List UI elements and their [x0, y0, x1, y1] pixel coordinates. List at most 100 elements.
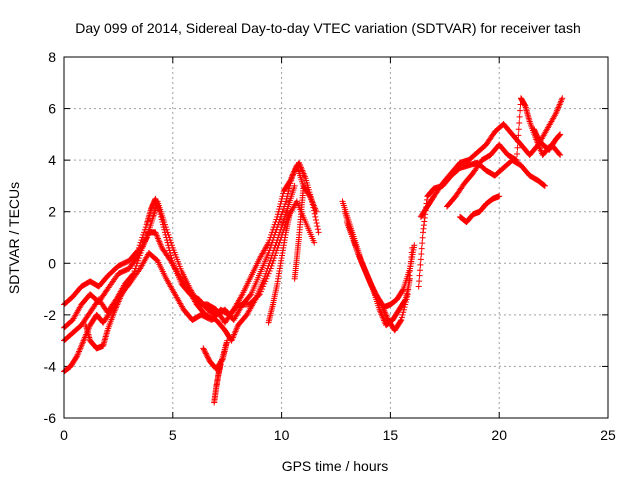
x-tick-label: 20 [491, 427, 507, 443]
y-tick-label: 4 [48, 152, 56, 168]
data-point [270, 257, 277, 264]
data-point [126, 278, 133, 285]
data-point [541, 182, 548, 189]
data-point [416, 267, 423, 274]
data-point [203, 351, 210, 358]
x-tick-label: 25 [600, 427, 616, 443]
chart-title: Day 099 of 2014, Sidereal Day-to-day VTE… [75, 20, 581, 36]
data-point [276, 203, 283, 210]
data-point [136, 242, 143, 249]
data-point [135, 255, 142, 262]
data-point [514, 150, 521, 157]
data-point [271, 221, 278, 228]
data-point [133, 262, 140, 269]
x-tick-label: 5 [169, 427, 177, 443]
data-point [516, 113, 523, 120]
data-point [202, 350, 209, 357]
data-point [315, 229, 322, 236]
data-point [73, 354, 80, 361]
data-point [311, 239, 318, 246]
data-point [138, 247, 145, 254]
series-track-f [200, 337, 231, 406]
data-point [260, 283, 267, 290]
data-point [247, 292, 254, 299]
data-point [200, 345, 207, 352]
data-point [418, 245, 425, 252]
data-point [418, 251, 425, 258]
data-point [265, 239, 272, 246]
data-point [268, 262, 275, 269]
data-point [272, 219, 279, 226]
data-point [272, 252, 279, 259]
data-point [515, 132, 522, 139]
series-track-p [531, 126, 564, 153]
data-point [314, 223, 321, 230]
y-tick-label: 2 [48, 204, 56, 220]
data-point [259, 286, 266, 293]
data-point [417, 261, 424, 268]
data-point [268, 231, 275, 238]
data-point [417, 256, 424, 263]
data-point [272, 249, 279, 256]
data-point [277, 200, 284, 207]
data-point [401, 297, 408, 304]
data-point [419, 234, 426, 241]
data-point [287, 208, 294, 215]
y-tick-label: -4 [44, 358, 57, 374]
data-point [137, 249, 144, 256]
data-point [280, 190, 287, 197]
data-point [202, 349, 209, 356]
data-point [286, 178, 293, 185]
data-point [278, 198, 285, 205]
data-point [313, 220, 320, 227]
data-point [204, 354, 211, 361]
data-point [255, 292, 262, 299]
data-point [496, 193, 503, 200]
data-point [275, 208, 282, 215]
data-point [167, 237, 174, 244]
data-point [266, 268, 273, 275]
data-point [514, 144, 521, 151]
data-point [267, 265, 274, 272]
data-point [557, 131, 564, 138]
data-point [399, 311, 406, 318]
data-point [269, 229, 276, 236]
data-point [406, 275, 413, 282]
data-point [161, 221, 168, 228]
data-point [270, 224, 277, 231]
data-point [276, 206, 283, 213]
data-point [257, 288, 264, 295]
data-point [269, 226, 276, 233]
data-point [306, 192, 313, 199]
data-point [271, 255, 278, 262]
data-point [267, 234, 274, 241]
axis-ticks: 0 5 10 15 20 25 -6 -4 -2 0 2 4 6 8 [44, 49, 616, 443]
y-tick-label: -6 [44, 410, 57, 426]
data-point [266, 237, 273, 244]
data-point [256, 291, 263, 298]
data-point [314, 226, 321, 233]
data-point [161, 219, 168, 226]
data-point [278, 195, 285, 202]
data-point [163, 226, 170, 233]
series-track-l [415, 157, 548, 290]
x-tick-label: 10 [274, 427, 290, 443]
data-point [273, 216, 280, 223]
data-point [517, 107, 524, 114]
data-point [140, 231, 147, 238]
data-point [168, 239, 175, 246]
y-tick-label: 0 [48, 255, 56, 271]
data-point [419, 240, 426, 247]
data-point [515, 126, 522, 133]
data-point [279, 193, 286, 200]
data-point [134, 257, 141, 264]
y-tick-label: -2 [44, 307, 57, 323]
data-point [165, 231, 172, 238]
data-point [201, 347, 208, 354]
data-point [141, 226, 148, 233]
series-track-o [457, 193, 503, 226]
data-point [416, 272, 423, 279]
data-points [61, 95, 566, 406]
data-point [211, 399, 218, 406]
